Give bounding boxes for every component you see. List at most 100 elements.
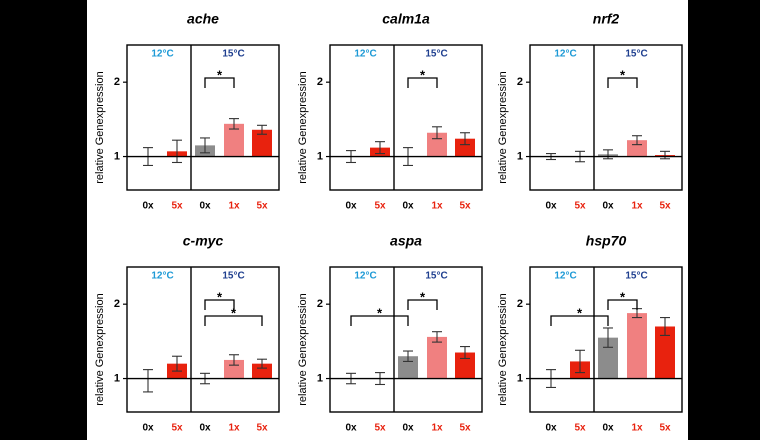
bar [455, 352, 475, 379]
y-tick-label: 2 [517, 298, 523, 310]
x-tick-label: 0x [345, 423, 357, 434]
bar [252, 363, 272, 379]
bar [598, 337, 618, 379]
x-tick-label: 0x [602, 423, 614, 434]
significance-bracket [350, 315, 409, 326]
x-tick-label: 5x [171, 423, 183, 434]
plot-frame [329, 266, 483, 413]
bar [427, 336, 447, 379]
y-tick-label: 1 [114, 150, 120, 162]
y-tick-label: 1 [517, 372, 523, 384]
significance-star: * [420, 67, 426, 82]
panel-title: hsp70 [586, 233, 627, 249]
significance-star: * [377, 305, 383, 320]
significance-bracket [407, 299, 438, 310]
significance-bracket [407, 77, 438, 88]
y-axis-label: relative Genexpression [497, 71, 509, 184]
panel-title: ache [187, 11, 219, 27]
y-axis-label: relative Genexpression [297, 71, 309, 184]
x-tick-label: 5x [256, 423, 268, 434]
x-tick-label: 5x [374, 201, 386, 212]
right-border [688, 0, 760, 440]
x-tick-label: 5x [659, 201, 671, 212]
y-axis-label: relative Genexpression [94, 71, 106, 184]
panel-title: aspa [390, 233, 422, 249]
group-label: 15°C [625, 49, 647, 60]
significance-bracket [204, 77, 235, 88]
x-tick-label: 0x [142, 423, 154, 434]
x-tick-label: 1x [228, 423, 240, 434]
bar [627, 313, 647, 379]
x-tick-label: 0x [402, 423, 414, 434]
significance-star: * [217, 67, 223, 82]
y-tick-label: 2 [114, 298, 120, 310]
bar [455, 138, 475, 157]
x-tick-label: 1x [631, 423, 643, 434]
x-tick-label: 5x [659, 423, 671, 434]
y-axis-label: relative Genexpression [297, 293, 309, 406]
x-tick-label: 5x [574, 201, 586, 212]
x-tick-label: 5x [171, 201, 183, 212]
bar [224, 123, 244, 157]
group-label: 12°C [354, 271, 376, 282]
significance-bracket [607, 77, 638, 88]
significance-star: * [620, 289, 626, 304]
x-tick-label: 0x [199, 201, 211, 212]
significance-star: * [577, 305, 583, 320]
bar [252, 129, 272, 157]
x-tick-label: 0x [545, 201, 557, 212]
significance-star: * [420, 289, 426, 304]
x-tick-label: 5x [256, 201, 268, 212]
group-label: 15°C [222, 49, 244, 60]
significance-star: * [217, 289, 223, 304]
plot-frame [126, 266, 280, 413]
group-label: 12°C [554, 49, 576, 60]
y-tick-label: 2 [114, 76, 120, 88]
significance-bracket [204, 315, 263, 326]
x-tick-label: 5x [459, 423, 471, 434]
group-label: 12°C [554, 271, 576, 282]
group-label: 12°C [151, 49, 173, 60]
plot-frame [329, 44, 483, 191]
x-tick-label: 0x [545, 423, 557, 434]
x-tick-label: 1x [631, 201, 643, 212]
panel-title: calm1a [382, 11, 430, 27]
y-axis-label: relative Genexpression [94, 293, 106, 406]
plot-frame [529, 266, 683, 413]
significance-star: * [231, 305, 237, 320]
significance-bracket [204, 299, 235, 310]
group-label: 12°C [354, 49, 376, 60]
x-tick-label: 0x [199, 423, 211, 434]
y-tick-label: 2 [317, 76, 323, 88]
x-tick-label: 5x [374, 423, 386, 434]
x-tick-label: 1x [431, 423, 443, 434]
y-tick-label: 1 [317, 150, 323, 162]
left-border [0, 0, 87, 440]
x-tick-label: 0x [602, 201, 614, 212]
bar [224, 359, 244, 379]
significance-bracket [607, 299, 638, 310]
x-tick-label: 5x [459, 201, 471, 212]
y-tick-label: 1 [317, 372, 323, 384]
y-tick-label: 2 [517, 76, 523, 88]
significance-star: * [620, 67, 626, 82]
group-label: 15°C [425, 49, 447, 60]
x-tick-label: 5x [574, 423, 586, 434]
group-label: 15°C [222, 271, 244, 282]
y-tick-label: 1 [517, 150, 523, 162]
panel-title: c-myc [183, 233, 224, 249]
plot-frame [529, 44, 683, 191]
group-label: 12°C [151, 271, 173, 282]
x-tick-label: 1x [431, 201, 443, 212]
group-label: 15°C [625, 271, 647, 282]
x-tick-label: 1x [228, 201, 240, 212]
x-tick-label: 0x [345, 201, 357, 212]
y-axis-label: relative Genexpression [497, 293, 509, 406]
significance-bracket [550, 315, 609, 326]
plot-frame [126, 44, 280, 191]
x-tick-label: 0x [402, 201, 414, 212]
y-tick-label: 2 [317, 298, 323, 310]
y-tick-label: 1 [114, 372, 120, 384]
group-label: 15°C [425, 271, 447, 282]
